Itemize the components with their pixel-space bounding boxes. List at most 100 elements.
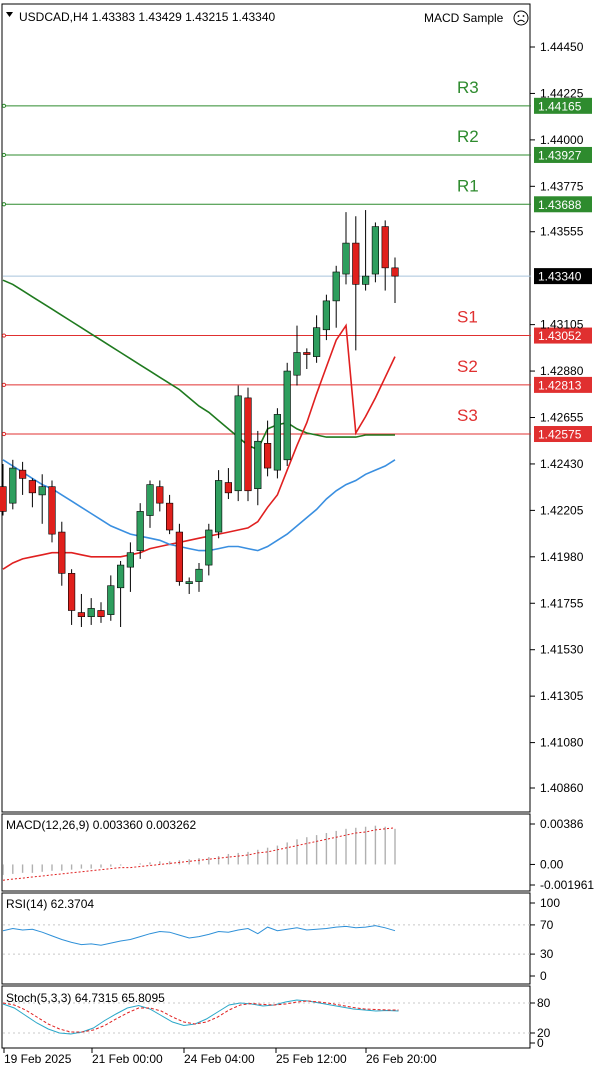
candle-body-down: [303, 352, 311, 355]
level-price-label: 1.42575: [538, 428, 582, 442]
dropdown-triangle-icon[interactable]: [6, 12, 13, 17]
candle: [215, 470, 223, 539]
candle: [28, 478, 37, 508]
level-anchor[interactable]: [1, 202, 7, 207]
candle: [293, 325, 301, 386]
candle-body-up: [322, 300, 331, 331]
price-tick-label: 1.43775: [540, 179, 584, 193]
candle-body-down: [58, 531, 66, 574]
stoch-d-line: [2, 1000, 399, 1033]
candle: [303, 348, 311, 369]
candle-body-down: [224, 482, 233, 494]
macd-tick-label: -0.001961: [540, 878, 594, 892]
level-name-r2: R2: [457, 127, 479, 146]
candle: [391, 257, 399, 303]
level-anchor[interactable]: [1, 333, 7, 338]
level-price-label: 1.43688: [538, 198, 582, 212]
stoch-tick-label: 80: [537, 996, 551, 1010]
rsi-tick-label: 0: [540, 969, 547, 983]
rsi-label: RSI(14) 62.3704: [6, 897, 94, 911]
macd-tick-label: 0.00386: [540, 817, 584, 831]
stoch-label: Stoch(5,3,3) 64.7315 65.8095: [6, 991, 165, 1005]
candle: [263, 420, 272, 477]
price-tick-label: 1.42655: [540, 411, 584, 425]
price-tick-label: 1.44450: [540, 40, 584, 54]
candle: [371, 222, 380, 283]
price-axis: 1.44450 1.44225 1.44000 1.43775 1.43555 1.431…: [530, 40, 592, 795]
rsi-line: [2, 925, 396, 946]
candle: [117, 560, 125, 628]
level-price-box: [534, 196, 592, 213]
candle: [126, 542, 134, 592]
price-tick-label: 1.43105: [540, 318, 584, 332]
candle-body-down: [0, 486, 7, 512]
level-anchor[interactable]: [1, 431, 7, 437]
price-tick-label: 1.42430: [540, 457, 584, 471]
level-anchor[interactable]: [1, 382, 7, 387]
level-anchor[interactable]: [1, 103, 7, 108]
ma-mid-line: [2, 323, 396, 570]
candle: [136, 503, 144, 559]
candle-body-down: [18, 469, 27, 479]
candle-body-down: [391, 267, 399, 277]
price-tick-label: 1.41980: [540, 550, 584, 564]
candle: [9, 459, 17, 510]
candle-body-down: [352, 242, 360, 285]
candle: [224, 468, 233, 500]
macd-tick-label: 0.00: [540, 857, 564, 871]
level-price-box: [534, 97, 592, 114]
candle-body-down: [48, 486, 56, 535]
ma-fast-line: [2, 459, 396, 552]
candle-body-up: [215, 480, 223, 533]
candle-body-up: [205, 529, 213, 566]
level-anchor[interactable]: [1, 152, 7, 158]
candle: [175, 523, 184, 586]
candle: [38, 474, 46, 524]
candle-body-up: [342, 242, 350, 275]
candle: [254, 430, 262, 506]
current-price-box: [534, 268, 592, 285]
price-tick-label: 1.41755: [540, 596, 584, 610]
time-tick-label: 21 Feb 00:00: [92, 1052, 163, 1066]
candle-body-up: [312, 327, 321, 357]
price-tick-label: 1.40860: [540, 781, 584, 795]
rsi-tick-label: 100: [540, 896, 560, 910]
candle: [146, 480, 154, 528]
candle-body-down: [28, 480, 37, 494]
stoch-panel[interactable]: [1, 985, 531, 1049]
candle-body-down: [263, 443, 272, 469]
level-name-r3: R3: [457, 78, 479, 97]
rsi-panel[interactable]: [1, 892, 531, 985]
level-name-s1: S1: [457, 308, 478, 327]
macd-indicator: 0.00386 0.00 -0.001961: [2, 817, 594, 892]
macd-label: MACD(12,26,9) 0.003360 0.003262: [6, 818, 196, 832]
candle-body-up: [361, 275, 370, 285]
candle: [342, 212, 350, 285]
candle: [312, 315, 321, 363]
level-price-label: 1.44165: [538, 99, 582, 113]
candle-body-down: [77, 612, 85, 617]
candle-body-up: [38, 486, 46, 496]
main-panel[interactable]: [1, 3, 531, 813]
candle: [283, 362, 291, 467]
candle: [156, 480, 164, 512]
candle: [77, 593, 85, 628]
sad-face-icon[interactable]: [513, 10, 529, 26]
level-price-label: 1.42813: [538, 378, 582, 392]
candle: [322, 294, 331, 341]
candle-body-up: [371, 226, 380, 275]
time-tick-label: 26 Feb 20:00: [366, 1052, 437, 1066]
rsi-tick-label: 70: [540, 918, 554, 932]
time-tick-label: 25 Feb 12:00: [276, 1052, 347, 1066]
expert-name: MACD Sample: [424, 11, 504, 25]
candle-body-up: [185, 581, 193, 584]
candle: [68, 569, 76, 625]
candle: [58, 521, 66, 586]
stoch-k-line: [2, 999, 399, 1035]
candle-body-up: [283, 370, 291, 461]
symbol-info: USDCAD,H4 1.43383 1.43429 1.43215 1.4334…: [19, 10, 276, 24]
candle-body-up: [332, 271, 340, 302]
candle-body-up: [126, 552, 134, 568]
price-tick-label: 1.41080: [540, 736, 584, 750]
level-name-r1: R1: [457, 176, 479, 195]
